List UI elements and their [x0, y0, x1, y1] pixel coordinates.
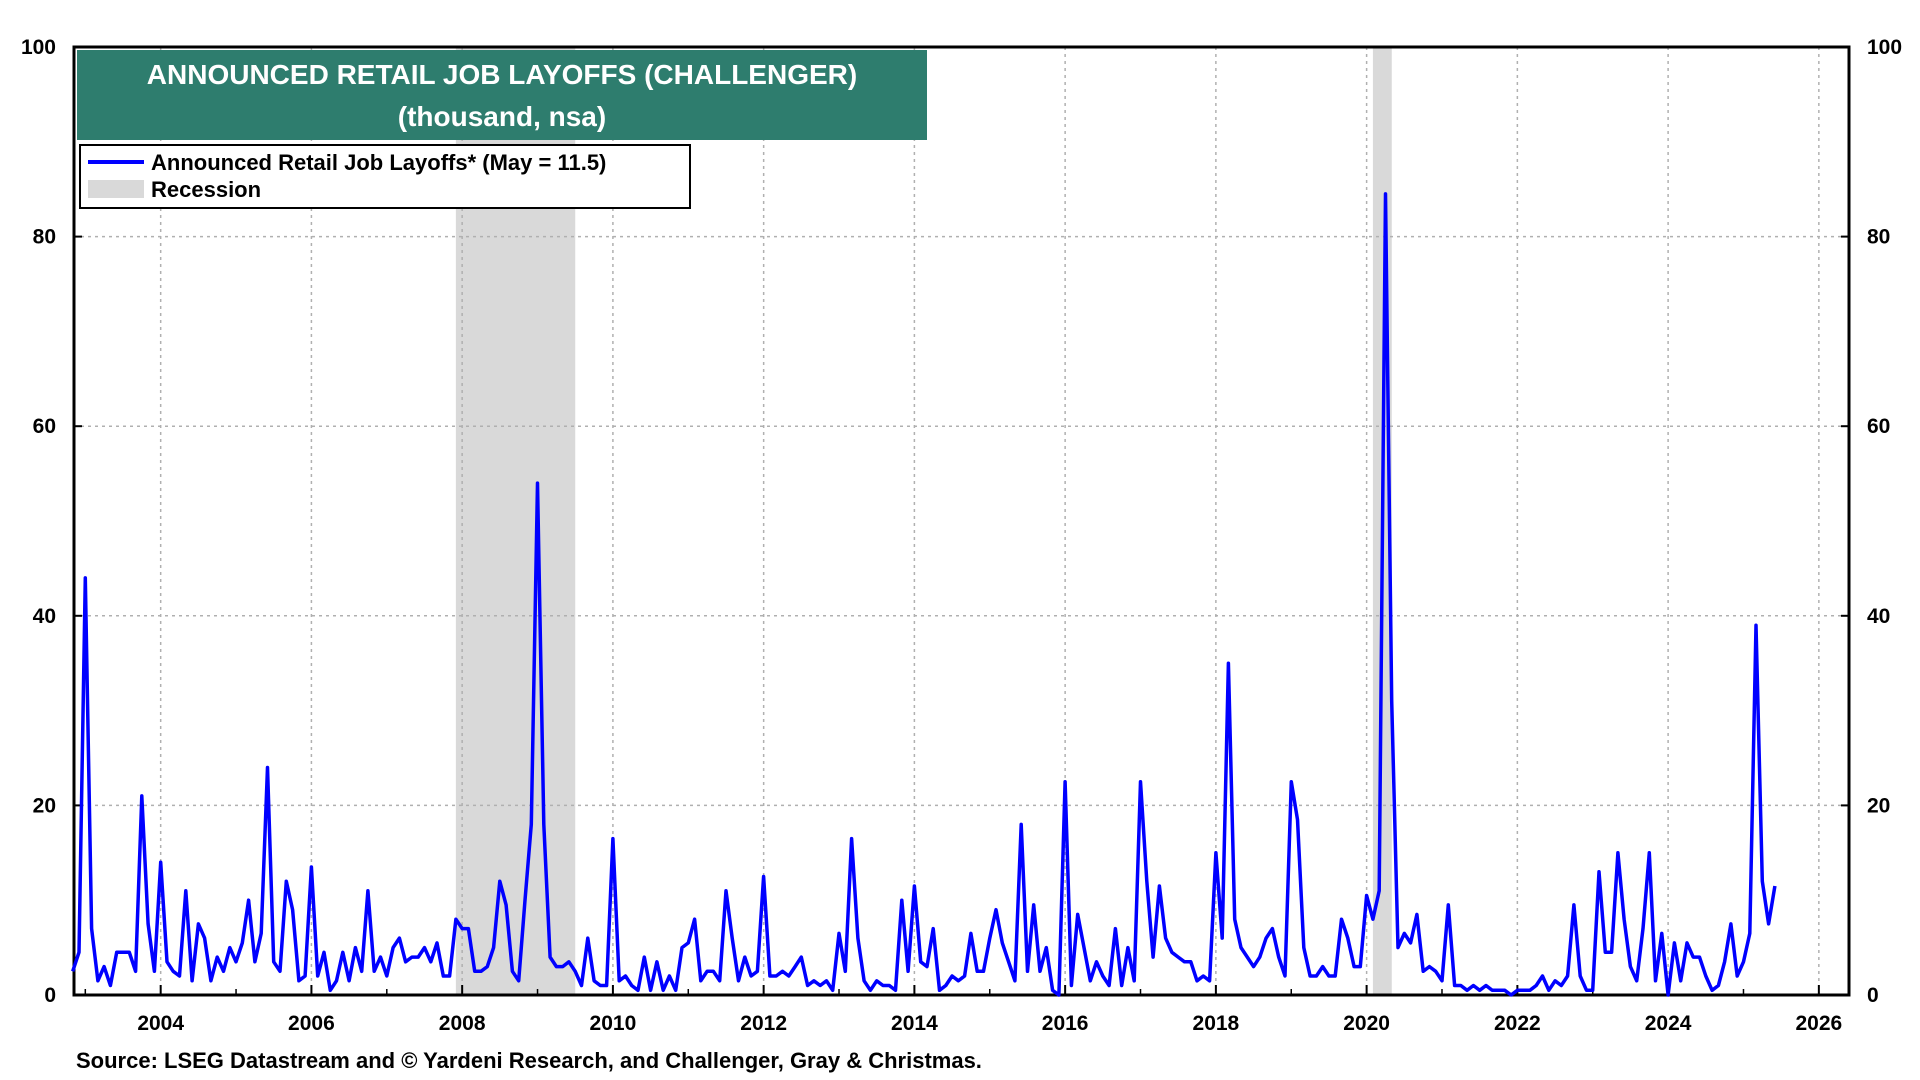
y-tick-label-left-2: 40	[33, 605, 56, 628]
x-tick-label-9: 2022	[1494, 1012, 1541, 1035]
title-background	[77, 50, 927, 140]
source-note: Source: LSEG Datastream and © Yardeni Re…	[76, 1048, 982, 1073]
y-tick-label-right-2: 40	[1867, 605, 1890, 628]
y-tick-label-left-1: 20	[33, 794, 56, 817]
title-box: ANNOUNCED RETAIL JOB LAYOFFS (CHALLENGER…	[77, 50, 927, 140]
gridlines	[74, 47, 1849, 995]
y-tick-label-left-5: 100	[21, 36, 56, 59]
y-tick-label-right-4: 80	[1867, 226, 1890, 249]
series-line-0	[71, 192, 1777, 997]
legend-swatch-recession	[88, 180, 144, 198]
x-tick-label-7: 2018	[1193, 1012, 1240, 1035]
x-tick-label-1: 2006	[288, 1012, 335, 1035]
x-tick-label-3: 2010	[590, 1012, 637, 1035]
x-tick-label-5: 2014	[891, 1012, 938, 1035]
chart-subtitle: (thousand, nsa)	[398, 101, 606, 132]
y-tick-label-right-0: 0	[1867, 984, 1879, 1007]
y-tick-label-right-3: 60	[1867, 415, 1890, 438]
y-tick-label-right-5: 100	[1867, 36, 1902, 59]
y-tick-label-left-3: 60	[33, 415, 56, 438]
legend: Announced Retail Job Layoffs* (May = 11.…	[79, 144, 691, 209]
y-tick-label-left-4: 80	[33, 226, 56, 249]
x-tick-label-4: 2012	[740, 1012, 787, 1035]
series-layer	[71, 192, 1777, 997]
y-tick-label-right-1: 20	[1867, 794, 1890, 817]
x-tick-label-10: 2024	[1645, 1012, 1692, 1035]
legend-label-recession: Recession	[151, 177, 261, 202]
x-tick-label-8: 2020	[1343, 1012, 1390, 1035]
plot-frame	[72, 45, 1851, 997]
x-tick-label-2: 2008	[439, 1012, 486, 1035]
x-tick-label-0: 2004	[137, 1012, 184, 1035]
chart-title: ANNOUNCED RETAIL JOB LAYOFFS (CHALLENGER…	[147, 59, 857, 90]
legend-frame	[79, 144, 691, 209]
legend-label-layoffs: Announced Retail Job Layoffs* (May = 11.…	[151, 150, 606, 175]
x-tick-label-11: 2026	[1795, 1012, 1842, 1035]
y-tick-label-left-0: 0	[44, 984, 56, 1007]
x-tick-label-6: 2016	[1042, 1012, 1089, 1035]
